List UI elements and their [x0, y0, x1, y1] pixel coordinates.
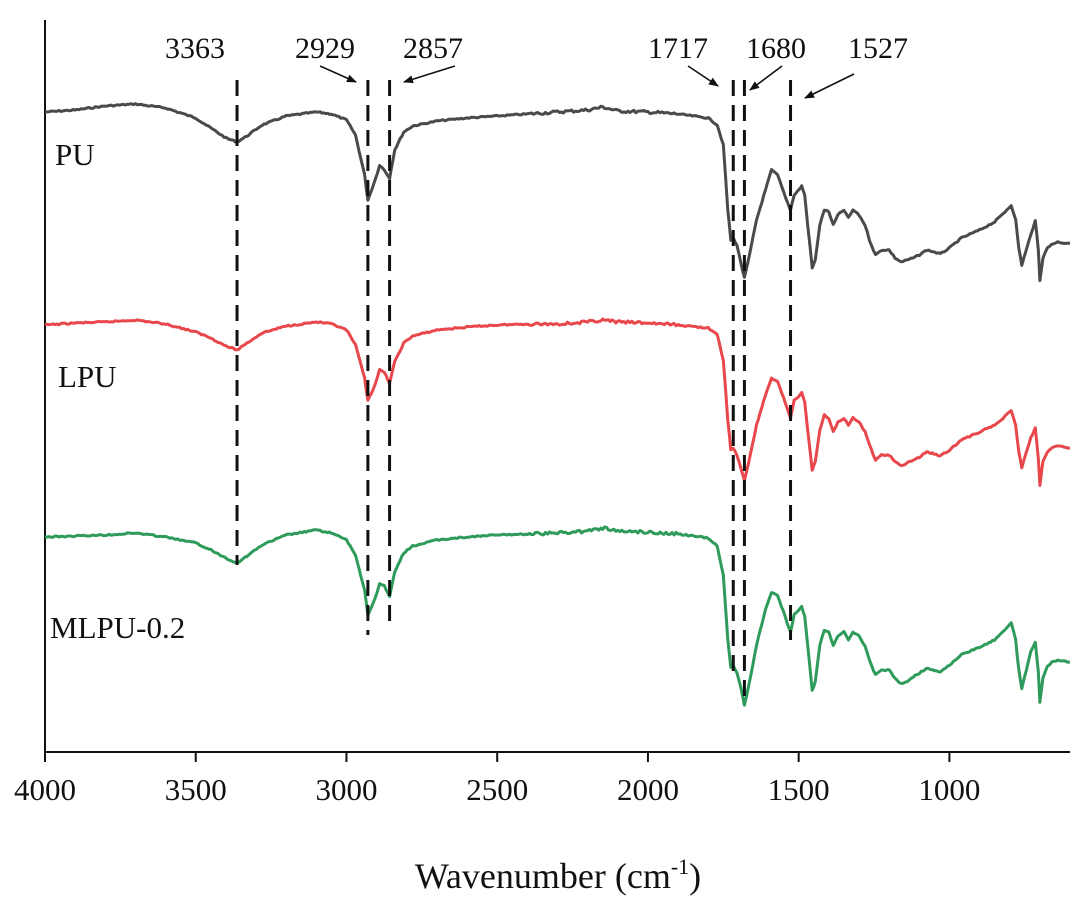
peak-lines: 3363 2929 2857 1717 1680 1527 [165, 32, 908, 705]
peak-label-2857: 2857 [403, 32, 463, 65]
peak-arrow-1527 [804, 73, 855, 99]
series-group [44, 102, 1070, 707]
series-line-lpu [44, 317, 1070, 487]
series-label-mlpu: MLPU-0.2 [50, 610, 185, 645]
x-tick-label: 1500 [768, 772, 830, 807]
x-tick-label: 2000 [617, 772, 679, 807]
peak-label-2929: 2929 [295, 32, 355, 65]
peak-label-1527: 1527 [848, 32, 908, 65]
x-tick-label: 4000 [14, 772, 76, 807]
peak-arrow-2929 [319, 65, 357, 83]
peak-label-1680: 1680 [746, 32, 806, 65]
x-axis-title: Wavenumber (cm-1) [415, 854, 701, 896]
x-ticks: 4000 3500 3000 2500 2000 1500 1000 [14, 752, 980, 807]
series-label-pu: PU [55, 137, 95, 172]
series-line-mlpu-0-2 [45, 525, 1070, 707]
peak-arrow-1717 [687, 65, 719, 87]
peak-arrow-2857 [403, 65, 456, 84]
series-line-pu [44, 102, 1070, 282]
axes: 4000 3500 3000 2500 2000 1500 1000 [14, 20, 1070, 807]
x-tick-label: 3500 [165, 772, 227, 807]
x-tick-label: 3000 [315, 772, 377, 807]
series-label-lpu: LPU [58, 359, 117, 394]
peak-label-3363: 3363 [165, 32, 225, 65]
peak-arrow-1680 [749, 65, 783, 91]
peak-label-1717: 1717 [648, 32, 708, 65]
x-tick-label: 1000 [918, 772, 980, 807]
x-tick-label: 2500 [466, 772, 528, 807]
